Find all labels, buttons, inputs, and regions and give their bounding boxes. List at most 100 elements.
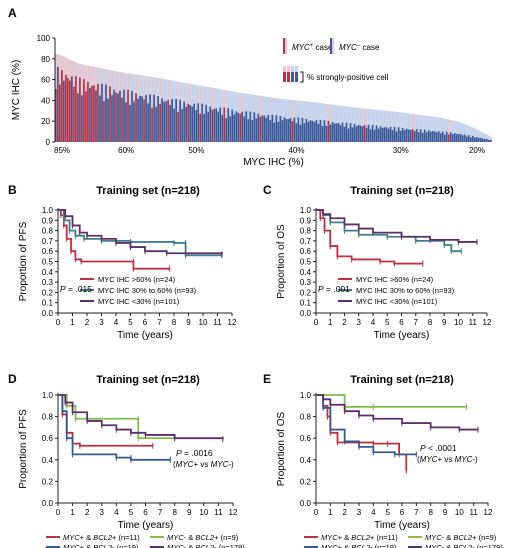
bar-total [455,121,458,142]
bar-strong [317,123,320,142]
bar-strong [155,106,157,142]
bar-strong [349,123,352,142]
y-tick-label: 1.0 [300,206,312,215]
bar-total [459,122,462,142]
bar-total [431,116,434,142]
bar-total [411,113,414,142]
bar-strong [307,121,310,142]
y-tick-label: 0.4 [42,456,54,465]
p-value: P < .0001 [420,443,457,453]
x-axis-title: Time (years) [374,330,430,341]
legend-neg-swatch-dark [330,38,332,54]
bar-strong [131,90,133,142]
bar-strong [61,70,63,142]
x-tick-label: 5 [128,318,133,327]
panel-title: Training set (n=218) [96,374,200,386]
bar-total [247,93,250,142]
bar-total [477,130,480,142]
legend-strong-swatch-dark [291,72,294,82]
x-tick-label: 9 [442,318,447,327]
bar-total [489,136,492,142]
bar-strong [401,127,404,142]
bar-strong [127,89,129,142]
bar-strong [73,86,75,142]
bar-total [391,111,394,142]
bar-total [277,98,280,142]
bar-strong [251,120,254,142]
x-tick-label: 30% [393,146,409,155]
y-tick-label: 0.6 [300,247,312,256]
legend-label: MYC IHC >60% (n=24) [98,275,176,284]
bar-strong [107,98,109,142]
x-axis-title: Time (years) [118,520,174,531]
bar-strong [59,84,61,142]
x-tick-label: 1 [70,508,75,517]
y-tick-label: 0.5 [42,258,54,267]
bar-total [225,90,228,142]
bar-strong [163,101,165,142]
bar-strong [83,79,85,142]
bar-total [303,101,306,142]
bar-strong [185,106,188,142]
bar-strong [447,134,450,142]
bar-strong [387,128,390,142]
bar-strong [187,103,190,142]
p-value-note: (MYC+ vs MYC-) [173,460,234,469]
bar-strong [487,139,490,142]
bar-strong [211,109,214,142]
bar-strong [415,129,418,142]
p-value-note: (MYC+ vs MYC-) [417,455,478,464]
x-tick-label: 1 [328,318,333,327]
bar-strong [81,95,83,142]
bar-total [273,98,276,142]
bar-total [325,103,328,142]
bar-strong [145,94,147,142]
bar-total [417,114,420,142]
y-tick-label: 0.9 [42,216,54,225]
bar-total [419,114,422,142]
bar-strong [117,93,119,142]
y-tick-label: 60 [41,76,50,85]
bar-total [465,125,468,142]
bar-strong [161,98,163,142]
bar-strong [313,122,316,142]
bar-strong [221,114,224,142]
bar-strong [407,129,410,142]
survival-curve [58,209,223,255]
legend-label: MYC IHC >60% (n=24) [356,275,434,284]
bar-strong [55,88,57,142]
bar-strong [79,77,81,142]
y-tick-label: 40 [41,96,50,105]
x-axis-title: Time (years) [374,520,430,531]
y-tick-label: 0.4 [300,268,312,277]
bar-strong [135,93,137,142]
bar-strong [417,132,420,142]
x-tick-label: 8 [172,508,177,517]
bar-strong [429,131,432,142]
bar-strong [115,92,117,142]
bar-strong [359,125,362,142]
x-tick-label: 4 [114,508,119,517]
bar-total [177,81,180,142]
bar-strong [97,83,99,142]
x-tick-label: 10 [199,318,208,327]
bar-strong [395,131,398,142]
bar-strong [89,87,91,142]
legend-label: MYC IHC 30% to 60% (n=93) [98,286,197,295]
bar-strong [453,133,456,142]
panel-letter: D [8,372,17,386]
bar-total [343,106,346,142]
x-tick-label: 8 [428,508,433,517]
bar-strong [275,115,278,142]
y-tick-label: 0.8 [300,413,312,422]
x-tick-label: 6 [399,318,404,327]
x-tick-label: 20% [469,146,485,155]
bar-strong [413,131,416,142]
x-tick-label: 0 [314,318,319,327]
bar-strong [461,135,464,142]
x-tick-label: 3 [100,508,105,517]
bar-strong [335,123,338,142]
bar-total [351,107,354,142]
legend-pos-swatch-dark [283,38,285,54]
bar-strong [191,106,194,142]
